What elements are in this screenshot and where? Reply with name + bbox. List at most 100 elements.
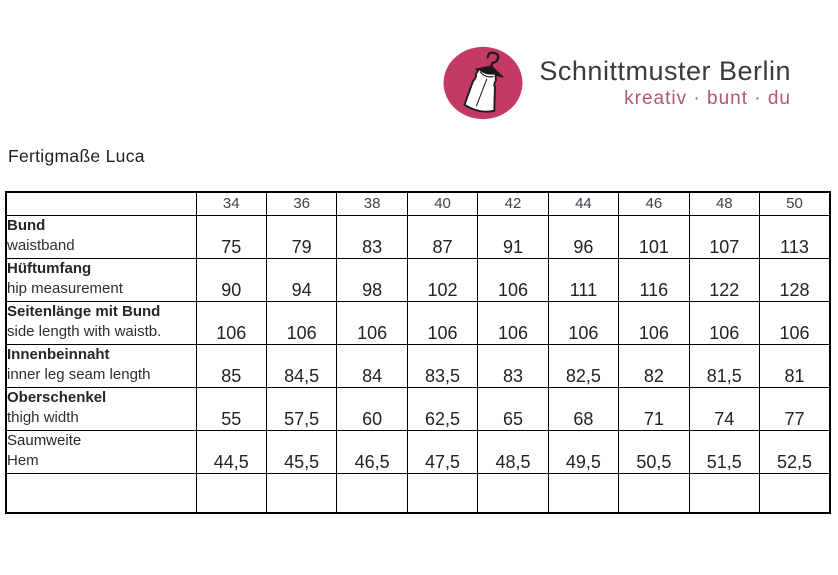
- measurement-cell: 83,5: [406, 343, 479, 388]
- measurement-cell: 49,5: [547, 429, 620, 474]
- measurement-cell: 50,5: [618, 429, 690, 474]
- measurement-cell: 55: [195, 386, 267, 431]
- measurement-cell: 106: [406, 300, 479, 345]
- measurement-cell: 106: [477, 300, 549, 345]
- row-label: Saumweite Hem: [5, 429, 197, 474]
- row-label: Seitenlänge mit Bund side length with wai…: [5, 300, 197, 345]
- table-row: Hüftumfang hip measurement 90 94 98 102 106 111…: [5, 257, 831, 302]
- measurement-cell: 106: [265, 300, 338, 345]
- measurement-cell: 116: [618, 257, 690, 302]
- size-column-header: 38: [336, 191, 408, 216]
- logo: Schnittmuster Berlin kreativ · bunt · du: [441, 44, 791, 122]
- measurement-cell: 79: [265, 214, 338, 259]
- row-label: Bund waistband: [5, 214, 197, 259]
- measurement-cell: 82,5: [547, 343, 620, 388]
- measurement-cell: 106: [336, 300, 408, 345]
- measurement-cell: 106: [477, 257, 549, 302]
- row-label-german: Saumweite: [7, 431, 82, 449]
- measurement-cell: 44,5: [195, 429, 267, 474]
- size-header-row: 34 36 38 40 42 44 46 48 50: [5, 191, 831, 216]
- dress-on-hanger-icon: [443, 46, 523, 120]
- row-label-german: Oberschenkel: [7, 388, 107, 406]
- table-row: Bund waistband 75 79 83 87 91 96 101 107 113: [5, 214, 831, 259]
- measurement-cell: 74: [688, 386, 761, 431]
- measurement-cell: 106: [618, 300, 690, 345]
- size-column-header: 34: [195, 191, 267, 216]
- row-label-german: Seitenlänge mit Bund: [7, 302, 161, 320]
- row-label: [5, 472, 197, 514]
- measurement-cell: 81,5: [688, 343, 761, 388]
- row-label-english: Hem: [7, 451, 39, 469]
- measurement-cell: [618, 472, 690, 514]
- size-column-header: 42: [477, 191, 549, 216]
- measurement-cell: 85: [195, 343, 267, 388]
- measurement-cell: [759, 472, 831, 514]
- measurement-cell: 84,5: [265, 343, 338, 388]
- size-column-header: 46: [618, 191, 690, 216]
- measurement-cell: [688, 472, 761, 514]
- measurement-cell: 90: [195, 257, 267, 302]
- table-row: [5, 472, 831, 514]
- measurement-cell: 94: [265, 257, 338, 302]
- logo-text: Schnittmuster Berlin kreativ · bunt · du: [536, 56, 791, 111]
- table-row: Seitenlänge mit Bund side length with wai…: [5, 300, 831, 345]
- measurement-cell: 113: [759, 214, 831, 259]
- row-label-english: thigh width: [7, 408, 79, 426]
- row-label: Oberschenkel thigh width: [5, 386, 197, 431]
- measurement-cell: [195, 472, 267, 514]
- measurement-cell: 83: [336, 214, 408, 259]
- size-column-header: 40: [406, 191, 479, 216]
- measurement-cell: 51,5: [688, 429, 761, 474]
- measurement-cell: 45,5: [265, 429, 338, 474]
- measurement-cell: 98: [336, 257, 408, 302]
- measurement-cell: 71: [618, 386, 690, 431]
- measurement-cell: 102: [406, 257, 479, 302]
- measurement-cell: 106: [547, 300, 620, 345]
- measurement-cell: 57,5: [265, 386, 338, 431]
- measurement-cell: 81: [759, 343, 831, 388]
- measurement-cell: 106: [195, 300, 267, 345]
- measurement-cell: 83: [477, 343, 549, 388]
- measurement-cell: 96: [547, 214, 620, 259]
- measurement-cell: 48,5: [477, 429, 549, 474]
- corner-cell: [5, 191, 197, 216]
- size-column-header: 44: [547, 191, 620, 216]
- measurement-cell: 106: [759, 300, 831, 345]
- table-row: Oberschenkel thigh width 55 57,5 60 62,5 65 68 7…: [5, 386, 831, 431]
- row-label-german: Innenbeinnaht: [7, 345, 110, 363]
- size-column-header: 36: [265, 191, 338, 216]
- row-label-german: Bund: [7, 216, 46, 234]
- page-title: Fertigmaße Luca: [8, 146, 145, 166]
- measurement-cell: 68: [547, 386, 620, 431]
- measurement-cell: 128: [759, 257, 831, 302]
- table-row: Saumweite Hem 44,5 45,5 46,5 47,5 48,5 49,5 50,5…: [5, 429, 831, 474]
- measurement-cell: 91: [477, 214, 549, 259]
- brand-name: Schnittmuster Berlin: [539, 56, 791, 86]
- measurement-cell: 84: [336, 343, 408, 388]
- measurement-cell: 122: [688, 257, 761, 302]
- measurement-cell: 60: [336, 386, 408, 431]
- measurement-cell: [265, 472, 338, 514]
- measurement-cell: 47,5: [406, 429, 479, 474]
- measurement-cell: 46,5: [336, 429, 408, 474]
- measurement-cell: 75: [195, 214, 267, 259]
- measurement-cell: [547, 472, 620, 514]
- row-label-english: side length with waistb.: [7, 322, 162, 340]
- size-column-header: 50: [759, 191, 831, 216]
- measurement-cell: 82: [618, 343, 690, 388]
- size-column-header: 48: [688, 191, 761, 216]
- measurement-cell: 65: [477, 386, 549, 431]
- measurements-body: Bund waistband 75 79 83 87 91 96 101 107 113 Hüftum…: [5, 214, 831, 514]
- measurement-cell: [336, 472, 408, 514]
- measurement-cell: [406, 472, 479, 514]
- measurement-cell: 87: [406, 214, 479, 259]
- measurement-cell: 111: [547, 257, 620, 302]
- measurements-table: 34 36 38 40 42 44 46 48 50 Bund waistband 75 79 83 87…: [5, 191, 831, 514]
- measurement-cell: 101: [618, 214, 690, 259]
- measurement-cell: 77: [759, 386, 831, 431]
- row-label: Innenbeinnaht inner leg seam length: [5, 343, 197, 388]
- measurement-cell: 52,5: [759, 429, 831, 474]
- row-label: Hüftumfang hip measurement: [5, 257, 197, 302]
- logo-tagline: kreativ · bunt · du: [624, 88, 791, 109]
